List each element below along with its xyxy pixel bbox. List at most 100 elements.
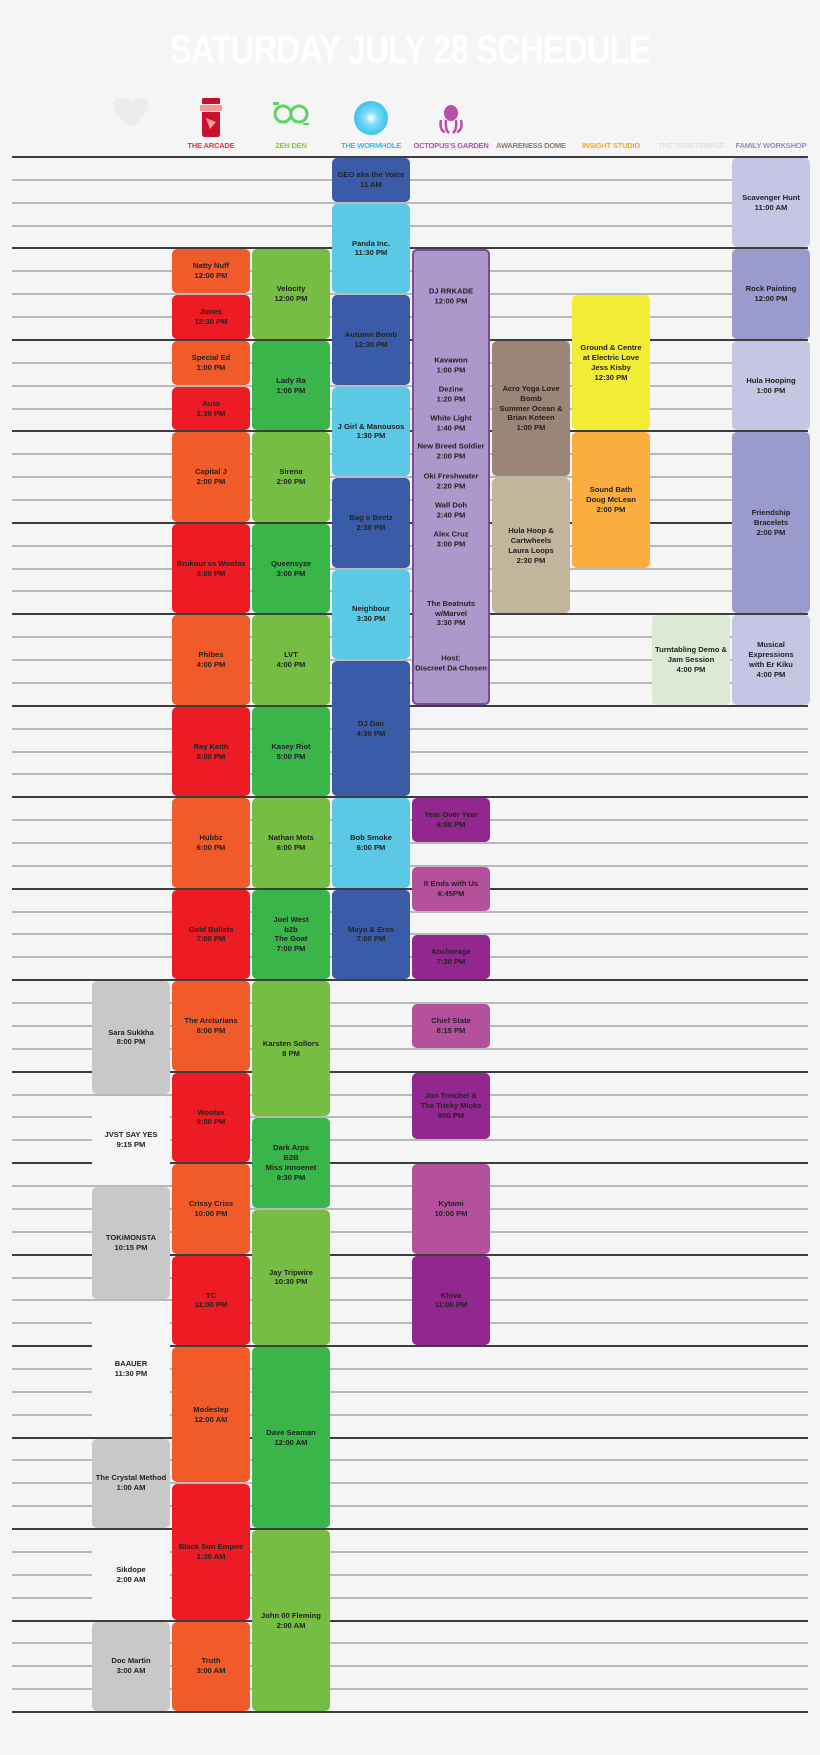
event-label: Bag o Beetz 2:30 PM [349,513,393,532]
event-block[interactable]: Modestep 12:00 AM [172,1347,250,1483]
event-block[interactable]: Queensyze 3:00 PM [252,523,330,614]
quarter-hour-line [12,773,808,776]
arcade-logo-icon [200,98,222,143]
event-block[interactable]: Hula Hoop & Cartwheels Laura Loops 2:30 … [492,478,570,614]
event-block[interactable]: Sara Sukkha 8:00 PM [92,981,170,1094]
event-label: Anchorage 7:30 PM [431,947,471,967]
event-block[interactable]: Phibes 4:00 PM [172,615,250,705]
event-block[interactable]: Hubbz 6:00 PM [172,798,250,888]
quarter-hour-line [12,1139,808,1142]
stage-label: THE TURNTEMPLE [658,141,724,150]
event-block[interactable]: BAAUER 11:30 PM [92,1301,170,1437]
quarter-hour-line [12,590,808,593]
event-block[interactable]: Doc Martin 3:00 AM [92,1621,170,1711]
event-block[interactable]: The Arcturians 8:00 PM [172,981,250,1071]
event-block[interactable]: DJ Dan 4:30 PM [332,661,410,797]
event-block[interactable]: Autumn Bomb 12:30 PM [332,295,410,385]
event-block[interactable]: Nathan Mots 6:00 PM [252,798,330,888]
event-block[interactable]: Gold Bullets 7:00 PM [172,889,250,980]
event-label: DJ Dan 4:30 PM [356,718,386,738]
event-label: Sara Sukkha 8:00 PM [108,1027,154,1047]
event-label: Khiva 11:00 PM [434,1290,468,1310]
event-label: Doc Martin 3:00 AM [111,1656,151,1676]
event-block[interactable]: Chief State 8:15 PM [412,1004,490,1048]
event-block[interactable]: Jay Tripwire 10:30 PM [252,1209,330,1346]
event-block[interactable]: Neighbour 3:30 PM [332,569,410,660]
event-block[interactable]: Friendship Bracelets 2:00 PM [732,432,810,614]
event-block[interactable]: Khiva 11:00 PM [412,1255,490,1346]
event-block[interactable]: Rock Painting 12:00 PM [732,249,810,339]
event-block[interactable]: Musical Expressions with Er Kiku 4:00 PM [732,615,810,705]
event-block[interactable]: DJ RRKADE 12:00 PM Kavawon 1:00 PM Dezine … [412,249,490,705]
event-label: Jon Treichel & The Tricky Micks 900 PM [420,1091,482,1120]
event-block[interactable]: Velocity 12:00 PM [252,249,330,339]
stage-header-the-arcade: THE ARCADE [171,96,251,156]
event-block[interactable]: TOKiMONSTA 10:15 PM [92,1187,170,1300]
event-block[interactable]: LVT 4:00 PM [252,615,330,705]
event-block[interactable]: Year Over Year 6:00 PM [412,798,490,843]
event-block[interactable]: Jon Treichel & The Tricky Micks 900 PM [412,1072,490,1140]
event-label: TOKiMONSTA 10:15 PM [105,1233,157,1253]
event-block[interactable]: TC 11:00 PM [172,1255,250,1346]
event-label: Autumn Bomb 12:30 PM [344,330,398,349]
event-block[interactable]: Lady Ra 1:00 PM [252,340,330,431]
event-block[interactable]: Ray Keith 5:00 PM [172,706,250,797]
event-block[interactable]: Scavenger Hunt 11:00 AM [732,158,810,248]
event-block[interactable]: Natty Nuff 12:00 PM [172,249,250,294]
event-block[interactable]: Sirena 2:00 PM [252,432,330,522]
event-block[interactable]: Anchorage 7:30 PM [412,935,490,980]
event-block[interactable]: Black Sun Empire 1:30 AM [172,1484,250,1620]
event-block[interactable]: Dark Arps B2B Miss Innoenet 9:30 PM [252,1118,330,1208]
event-block[interactable]: Auto 1:30 PM [172,386,250,431]
quarter-hour-line [12,1207,808,1210]
event-label: Jay Tripwire 10:30 PM [269,1267,313,1287]
event-label: J Girl & Manousos 1:30 PM [337,421,405,441]
quarter-hour-line [12,1550,808,1553]
quarter-hour-line [12,1482,808,1485]
event-block[interactable]: John 00 Fleming 2:00 AM [252,1530,330,1711]
hour-divider [12,430,808,433]
event-block[interactable]: Turntabling Demo & Jam Session 4:00 PM [652,615,730,705]
event-block[interactable]: Crissy Criss 10:00 PM [172,1164,250,1254]
event-label: Ground & Centre at Electric Love Jess Ki… [580,343,642,382]
event-block[interactable]: Karsten Sollors 8 PM [252,981,330,1117]
event-block[interactable]: Joel West b2b The Goat 7:00 PM [252,889,330,980]
event-block[interactable]: Ground & Centre at Electric Love Jess Ki… [572,295,650,431]
event-block[interactable]: Hula Hooping 1:00 PM [732,340,810,431]
event-block[interactable]: Panda Inc. 11:30 PM [332,203,410,294]
event-block[interactable]: Dave Seaman 12:00 AM [252,1347,330,1529]
quarter-hour-line [12,544,808,547]
event-label: Rock Painting 12:00 PM [745,284,797,304]
quarter-hour-line [12,384,808,387]
event-block[interactable]: J Girl & Manousos 1:30 PM [332,386,410,477]
event-block[interactable]: Bob Smoke 6:00 PM [332,798,410,888]
stage-label: THE ARCADE [187,141,235,150]
event-block[interactable]: Kytami 10:00 PM [412,1164,490,1254]
event-block[interactable]: Sikdope 2:00 AM [92,1530,170,1620]
event-label: Lady Ra 1:00 PM [276,375,306,395]
event-block[interactable]: Woofax 9:00 PM [172,1072,250,1163]
event-block[interactable]: The Crystal Method 1:00 AM [92,1438,170,1529]
event-block[interactable]: Kasey Riot 5:00 PM [252,706,330,797]
event-block[interactable]: Junes 12:30 PM [172,295,250,339]
event-label: Scavenger Hunt 11:00 AM [742,192,800,212]
event-block[interactable]: Capital J 2:00 PM [172,432,250,522]
host-credit: Host: Discreet Da Chosen [415,653,487,673]
quarter-hour-line [12,1299,808,1302]
event-block[interactable]: Sound Bath Doug McLean 2:00 PM [572,432,650,568]
event-block[interactable]: Special Ed 1:00 PM [172,340,250,385]
nest-heart-logo-icon [113,95,149,133]
event-block[interactable]: GEO aka the Voice 11 AM [332,158,410,202]
event-block[interactable]: Truth 3:00 AM [172,1621,250,1711]
event-block[interactable]: Mayo & Eros 7:00 PM [332,889,410,980]
event-block[interactable]: JVST SAY YES 9:15 PM [92,1095,170,1186]
event-label: Junes 12:30 PM [194,307,228,327]
event-block[interactable]: Acro Yoga Love Bomb Summer Ocean & Brian… [492,340,570,477]
event-block[interactable]: Brukout vs Woofax 3:00 PM [172,523,250,614]
event-block[interactable]: Bag o Beetz 2:30 PM [332,478,410,568]
event-block[interactable]: It Ends with Us 6:45PM [412,866,490,911]
stage-header-family-workshop: FAMILY WORKSHOP [731,96,811,156]
set-entry: Alex Cruz 3:00 PM [433,529,469,549]
stage-header-main-stage [91,95,171,156]
quarter-hour-line [12,270,808,273]
